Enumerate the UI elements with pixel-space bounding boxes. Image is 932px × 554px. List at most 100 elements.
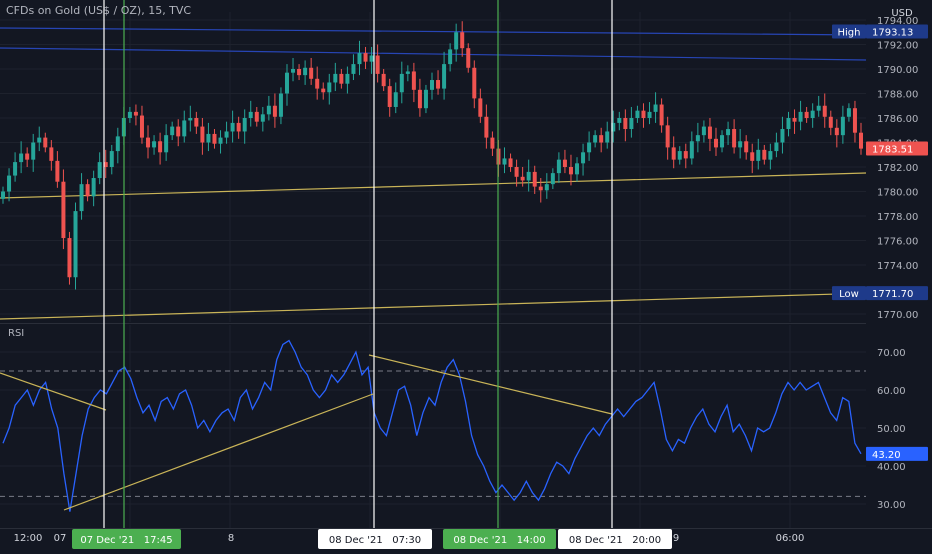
price-tick-label: 1788.00 (877, 90, 918, 101)
candle-body (369, 55, 374, 62)
candle-body (641, 110, 646, 118)
time-marker-bg (558, 529, 672, 549)
low-tag-label: Low (839, 289, 859, 300)
candle-body (309, 67, 314, 79)
candle-body (701, 126, 706, 136)
candle-body (436, 80, 441, 89)
candle-body (55, 160, 60, 182)
high-tag-label: High (838, 28, 861, 39)
candle-body (49, 147, 54, 161)
candle-body (158, 141, 163, 153)
candle-body (278, 93, 283, 117)
price-tick-label: 1776.00 (877, 237, 918, 248)
trendlines (0, 354, 613, 511)
candle-body (1, 191, 5, 199)
candle-body (351, 64, 356, 74)
rsi-tick-label: 60.00 (877, 386, 906, 397)
candle-body (581, 152, 586, 164)
candle-body (284, 72, 289, 94)
candle-body (544, 184, 549, 191)
price-tick-label: 1790.00 (877, 65, 918, 76)
current-rsi-label: 43.20 (872, 450, 901, 461)
grid-lines (0, 12, 932, 528)
candle-body (695, 135, 700, 142)
candle-body (713, 138, 718, 148)
time-marker-label: 08 Dec '21 07:30 (329, 535, 421, 546)
candle-body (689, 141, 694, 159)
time-marker-bg (72, 529, 181, 549)
candle-body (339, 73, 344, 84)
candle-body (454, 32, 459, 50)
time-marker-label: 08 Dec '21 14:00 (453, 535, 545, 546)
low-trendline (0, 292, 867, 320)
candle-body (327, 82, 332, 93)
candle-body (170, 126, 175, 136)
candle-body (520, 176, 525, 181)
candle-body (587, 142, 592, 153)
candle-body (375, 55, 380, 74)
candle-body (466, 48, 471, 68)
candle-body (593, 135, 598, 143)
candle-body (617, 118, 622, 123)
candle-body (502, 158, 507, 165)
price-tick-label: 1780.00 (877, 188, 918, 199)
candle-body (768, 151, 773, 160)
candle-body (103, 162, 108, 167)
candle-body (411, 71, 416, 90)
low-tag-bg (832, 286, 866, 301)
candle-body (73, 211, 78, 278)
candle-body (236, 122, 241, 132)
candle-body (484, 116, 489, 138)
candle-body (774, 142, 779, 152)
candle-body (381, 73, 386, 87)
price-tick-label: 1782.00 (877, 163, 918, 174)
candle-body (417, 89, 422, 109)
candle-body (508, 158, 513, 167)
price-tick-label: 1786.00 (877, 114, 918, 125)
rsi-tick-label: 30.00 (877, 500, 906, 511)
candle-body (846, 108, 851, 117)
vertical-markers (103, 0, 613, 528)
candle-body (478, 98, 483, 117)
candle-body (315, 78, 320, 89)
candle-body (442, 64, 447, 89)
price-tick-label: 1794.00 (877, 16, 918, 27)
candle-body (538, 186, 543, 191)
candle-body (683, 151, 688, 159)
candle-body (599, 135, 604, 143)
candle-body (127, 111, 132, 118)
candle-body (562, 159, 567, 167)
time-marker-bg (443, 529, 556, 549)
time-marker-bg (318, 529, 432, 549)
candle-body (37, 137, 42, 143)
candle-body (756, 149, 761, 161)
candle-body (272, 105, 277, 117)
current-rsi-bg (866, 446, 928, 461)
candle-body (556, 159, 561, 174)
support-trendline (0, 172, 867, 199)
candle-body (109, 151, 114, 167)
rsi-tick-label: 50.00 (877, 424, 906, 435)
candle-body (786, 118, 791, 130)
candle-body (297, 69, 302, 76)
price-tick-label: 1774.00 (877, 261, 918, 272)
candle-body (399, 73, 404, 93)
price-reference-lines (0, 27, 867, 320)
candle-body (212, 133, 217, 144)
candle-body (152, 141, 157, 148)
high-value-bg (866, 24, 928, 39)
time-marker-label: 08 Dec '21 20:00 (569, 535, 661, 546)
candle-body (248, 111, 253, 118)
candle-body (840, 116, 845, 136)
candle-body (720, 135, 725, 148)
candle-body (97, 162, 102, 179)
candle-body (460, 32, 465, 49)
candle-body (61, 181, 66, 239)
candle-body (732, 129, 737, 148)
candle-body (822, 105, 827, 117)
time-tick-label: 12:00 (14, 533, 43, 544)
currency-label: USD (891, 8, 913, 19)
candle-body (490, 137, 495, 149)
